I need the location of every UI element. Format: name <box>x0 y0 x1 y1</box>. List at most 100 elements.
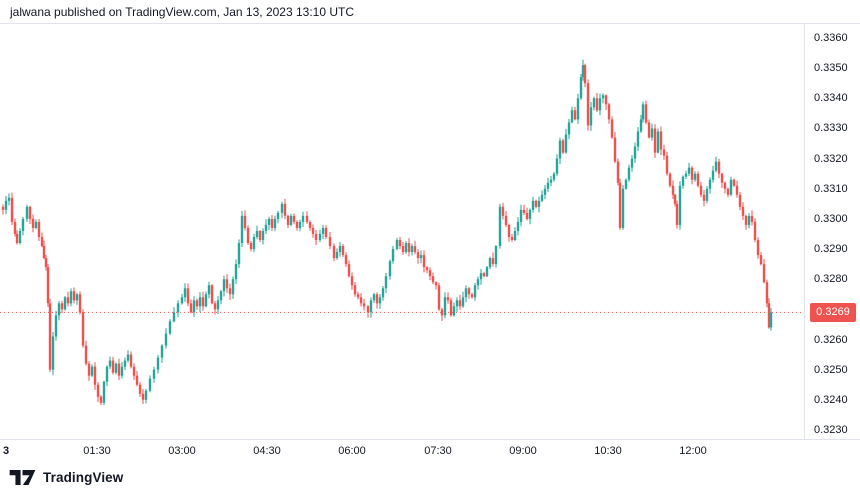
candle <box>413 240 417 255</box>
candle <box>525 207 529 221</box>
candle <box>273 215 277 232</box>
candle <box>375 292 379 309</box>
candle <box>261 228 265 245</box>
candle <box>561 138 565 155</box>
candle <box>616 158 620 186</box>
candle <box>258 229 262 243</box>
candle <box>292 213 296 225</box>
candle <box>673 193 677 207</box>
price-tick-label: 0.3330 <box>814 122 848 135</box>
candle <box>753 218 757 243</box>
price-tick-label: 0.3360 <box>814 32 848 44</box>
candle <box>501 202 505 220</box>
price-tick-label: 0.3320 <box>814 152 848 165</box>
candle <box>156 355 160 374</box>
candle <box>479 268 483 285</box>
candle <box>687 162 691 177</box>
candle <box>653 124 657 158</box>
candle <box>401 241 405 255</box>
candle <box>644 100 648 125</box>
candle <box>595 93 599 112</box>
candle <box>295 220 299 231</box>
candle <box>344 252 348 267</box>
candle <box>650 123 654 141</box>
candle <box>234 259 238 285</box>
candle <box>759 252 763 266</box>
candle <box>353 282 357 297</box>
candle <box>540 190 544 203</box>
candle <box>449 297 453 317</box>
candle <box>18 228 22 245</box>
candle <box>201 291 205 311</box>
candle <box>549 175 553 187</box>
candle <box>168 319 172 336</box>
candle <box>485 266 489 278</box>
tradingview-logo[interactable]: TradingView <box>9 470 123 485</box>
candle <box>747 213 751 229</box>
candle <box>717 158 721 179</box>
candle <box>470 292 474 299</box>
price-tick-label: 0.3230 <box>814 423 848 436</box>
candle <box>473 283 477 301</box>
candle <box>96 382 100 403</box>
candle <box>705 185 709 204</box>
candle <box>531 196 535 213</box>
time-axis-label: 03:00 <box>168 445 196 457</box>
candle <box>249 241 253 252</box>
candle <box>573 106 577 121</box>
candle <box>7 193 11 206</box>
candle <box>72 287 76 304</box>
candle <box>46 263 50 307</box>
candle <box>78 291 82 315</box>
candle <box>681 175 685 189</box>
candle <box>558 137 562 165</box>
candle <box>437 282 441 312</box>
candle <box>108 356 112 370</box>
candle <box>114 362 118 375</box>
candlestick-chart[interactable] <box>0 24 860 463</box>
candle <box>21 217 25 236</box>
candle <box>744 214 748 230</box>
candle <box>160 344 164 363</box>
candle <box>198 292 202 312</box>
candle <box>362 298 366 311</box>
candle <box>711 165 715 183</box>
tradingview-logo-text: TradingView <box>43 470 124 485</box>
candle <box>583 63 587 88</box>
candle <box>665 151 669 176</box>
candle <box>607 102 611 124</box>
candle <box>504 210 508 227</box>
candle <box>555 154 559 177</box>
candle <box>207 281 211 299</box>
candle <box>391 245 395 264</box>
candle <box>464 285 468 303</box>
time-axis-label: 3 <box>3 445 10 457</box>
candle <box>44 255 48 271</box>
candle <box>305 211 309 224</box>
candle <box>280 201 284 219</box>
candle <box>735 180 739 198</box>
candle <box>301 211 305 227</box>
candle <box>741 202 745 220</box>
candle <box>314 229 318 246</box>
price-axis[interactable]: 0.3360 0.3350 0.3340 0.3330 0.3320 0.3310 0.33… <box>804 24 860 463</box>
candle <box>75 292 79 305</box>
candle <box>498 203 502 249</box>
candle <box>356 291 360 300</box>
candle <box>176 300 180 318</box>
candle <box>347 260 351 278</box>
time-axis[interactable]: 3 01:30 03:00 04:30 06:00 07:30 09:00 10:30 12:0… <box>0 439 860 465</box>
chart-area[interactable]: 0.3360 0.3350 0.3340 0.3330 0.3320 0.3310 0.33… <box>0 24 860 465</box>
candle <box>586 79 590 131</box>
candle <box>589 101 593 131</box>
candle <box>507 223 511 242</box>
candle <box>308 220 312 231</box>
candle <box>630 155 634 172</box>
candle <box>66 291 70 307</box>
candle <box>189 299 193 314</box>
candle <box>37 218 41 241</box>
candle <box>696 171 700 188</box>
candle <box>494 245 498 268</box>
candle <box>693 171 697 182</box>
candle <box>126 350 130 363</box>
